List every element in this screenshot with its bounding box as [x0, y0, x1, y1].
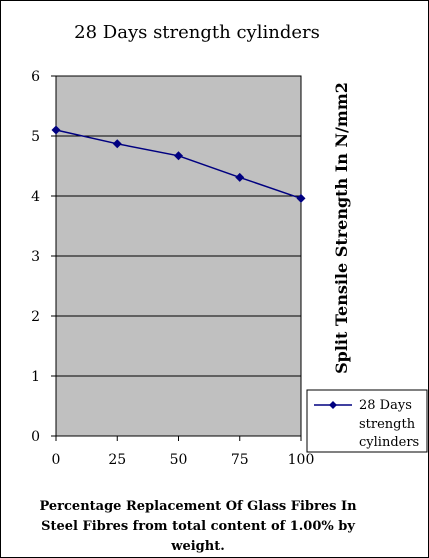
- data-point: [112, 139, 122, 149]
- y-tick-label: 2: [31, 309, 40, 325]
- data-point: [235, 172, 245, 182]
- x-axis-label-line-3: weight.: [170, 539, 224, 554]
- y-tick-label: 1: [31, 369, 40, 385]
- x-axis-ticks: 0 25 50 75 100: [52, 436, 315, 468]
- y-tick-label: 4: [31, 189, 40, 205]
- legend-label-line-1: 28 Days: [359, 398, 412, 413]
- y-tick-label: 0: [31, 429, 40, 445]
- x-tick-label: 75: [231, 452, 249, 468]
- x-axis-label-line-1: Percentage Replacement Of Glass Fibres I…: [39, 499, 357, 514]
- x-tick-label: 25: [108, 452, 126, 468]
- y-axis-label: Split Tensile Strength In N/mm2: [332, 82, 351, 374]
- legend: 28 Days strength cylinders: [306, 389, 428, 453]
- data-point: [296, 193, 306, 203]
- chart-title: 28 Days strength cylinders: [74, 22, 320, 43]
- x-axis-label: Percentage Replacement Of Glass Fibres I…: [39, 499, 357, 554]
- data-point: [51, 125, 61, 135]
- x-tick-label: 100: [288, 452, 315, 468]
- x-axis-label-line-2: Steel Fibres from total content of 1.00%…: [41, 519, 355, 534]
- x-tick-label: 0: [52, 452, 61, 468]
- y-tick-label: 5: [31, 129, 40, 145]
- legend-box: [306, 389, 428, 453]
- grid-lines: [56, 75, 301, 437]
- data-point: [174, 151, 183, 161]
- legend-label-line-3: cylinders: [359, 435, 419, 450]
- series-group: [51, 125, 306, 203]
- x-tick-label: 50: [170, 452, 188, 468]
- y-axis-ticks: 0 1 2 3 4 5 6: [31, 69, 56, 445]
- y-tick-label: 3: [31, 249, 40, 265]
- legend-label-line-2: strength: [359, 417, 416, 432]
- y-tick-label: 6: [31, 69, 40, 85]
- legend-marker-swatch: [329, 401, 337, 409]
